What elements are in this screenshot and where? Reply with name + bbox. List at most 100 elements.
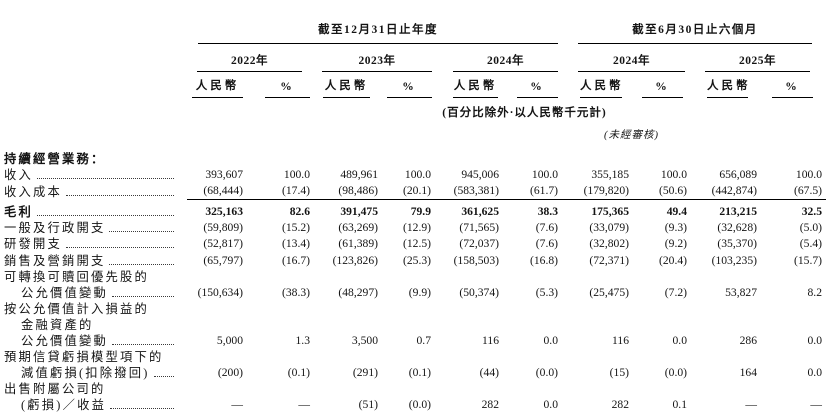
cell-value <box>435 317 503 333</box>
cell-value <box>435 349 503 365</box>
cell-value <box>187 349 249 365</box>
cell-value: (63,269) <box>338 221 378 235</box>
unaudited-note-row: (未經審核) <box>4 120 826 142</box>
cell-value <box>691 349 761 365</box>
cell-value <box>382 317 435 333</box>
cell-value: (13.4) <box>281 237 310 251</box>
cell-value: (9.2) <box>664 237 687 251</box>
cell-value <box>382 269 435 285</box>
cell-value: 325,163 <box>205 205 243 219</box>
cell-value <box>562 142 633 167</box>
table-row: 研發開支 (52,817) (13.4) (61,389) (12.5) (72,037)… <box>4 236 826 252</box>
cell-value: (12.5) <box>402 237 431 251</box>
row-label-text: 收入成本 <box>4 184 62 199</box>
cell-value <box>382 301 435 317</box>
percent-column-header: % <box>642 76 683 98</box>
cell-value: 0.0 <box>807 366 823 380</box>
cell-value <box>562 269 633 285</box>
dot-leader <box>37 176 174 180</box>
row-label-text: 持續經營業務： <box>4 152 106 166</box>
row-label-text: 銷售及營銷開支 <box>4 253 106 268</box>
cell-value: (50.6) <box>633 183 691 201</box>
cell-value: (0.1) <box>408 366 431 380</box>
corner-cell <box>4 0 187 44</box>
cell-value: (68,444) <box>187 183 249 201</box>
cell-value: 0.1 <box>672 398 688 412</box>
year-2022-header: 2022年 <box>197 44 302 72</box>
dot-leader <box>111 294 174 297</box>
cell-value: 49.4 <box>666 205 687 219</box>
cell-value: 945,006 <box>461 168 499 182</box>
cell-value: 79.9 <box>410 205 431 219</box>
row-label: 公允價值變動 <box>4 333 187 349</box>
row-label-text: 金融資產的 <box>21 317 94 332</box>
cell-value: (35,370) <box>717 237 757 251</box>
cell-value: (48,297) <box>338 285 378 299</box>
cell-value: (15.7) <box>793 253 822 267</box>
cell-value: (17.4) <box>249 183 314 201</box>
cell-value: 1.3 <box>295 334 311 348</box>
table-row: 公允價值變動 5,000 1.3 3,500 0.7 116 0.0 116 0.0 286 0.0 <box>4 333 826 349</box>
cell-value: (61.7) <box>503 183 562 201</box>
cell-value <box>187 142 249 167</box>
dot-leader <box>109 229 174 233</box>
table-row: 持續經營業務： <box>4 142 826 167</box>
cell-value: 116 <box>482 334 499 348</box>
cell-value <box>691 301 761 317</box>
row-label-text: (虧損)／收益 <box>21 398 107 413</box>
cell-value: 3,500 <box>351 334 378 348</box>
cell-value: — <box>298 398 310 412</box>
cell-value <box>691 317 761 333</box>
unaudited-note: (未經審核) <box>604 130 659 141</box>
table-row: 公允價值變動 (150,634) (38.3) (48,297) (9.9) (50,37… <box>4 285 826 301</box>
cell-value <box>633 269 691 285</box>
dot-leader <box>66 245 174 249</box>
cell-value: (32,802) <box>589 237 629 251</box>
cell-value <box>761 269 826 285</box>
dot-leader <box>110 406 174 410</box>
percent-column-header: % <box>772 76 813 98</box>
cell-value: 100.0 <box>283 168 310 182</box>
cell-value: 0.0 <box>672 334 688 348</box>
cell-value <box>187 269 249 285</box>
year-2023-header: 2023年 <box>322 44 432 72</box>
row-label: 持續經營業務： <box>4 142 187 167</box>
cell-value <box>249 269 314 285</box>
cell-value: 116 <box>612 334 629 348</box>
cell-value <box>633 301 691 317</box>
cell-value: 361,625 <box>461 205 499 219</box>
units-note-row: (百分比除外·以人民幣千元計) <box>4 98 826 120</box>
table-row: 出售附屬公司的 <box>4 381 826 397</box>
dot-leader <box>109 262 174 265</box>
year-header-row: 2022年 2023年 2024年 2024年 2025年 <box>4 44 826 72</box>
cell-value: 656,089 <box>719 168 757 182</box>
cell-value <box>314 317 382 333</box>
cell-value: 0.7 <box>416 334 432 348</box>
cell-value: (0.0) <box>408 398 431 412</box>
cell-value: (158,503) <box>453 253 499 267</box>
row-label-text: 一般及行政開支 <box>4 221 106 236</box>
row-label: 收入 <box>4 167 187 183</box>
cell-value <box>314 381 382 397</box>
row-label: 公允價值變動 <box>4 285 187 301</box>
cell-value <box>633 381 691 397</box>
row-label: 按公允價值計入損益的 <box>4 301 187 317</box>
cell-value: (0.0) <box>535 366 558 380</box>
row-label-text: 公允價值變動 <box>21 285 108 300</box>
row-label-text: 出售附屬公司的 <box>4 382 106 397</box>
cell-value <box>562 301 633 317</box>
cell-value <box>503 317 562 333</box>
cell-value: 0.0 <box>807 334 823 348</box>
cell-value: 8.2 <box>807 285 823 299</box>
cell-value: (71,565) <box>459 221 499 235</box>
dot-leader <box>111 342 174 346</box>
rmb-column-header: 人民幣 <box>707 72 748 98</box>
row-label: 預期信貸虧損模型項下的 <box>4 349 187 365</box>
cell-value <box>503 269 562 285</box>
cell-value <box>249 317 314 333</box>
cell-value: (38.3) <box>281 285 310 299</box>
cell-value <box>503 142 562 167</box>
row-label-text: 可轉換可贖回優先股的 <box>4 269 149 284</box>
cell-value <box>382 142 435 167</box>
cell-value <box>187 317 249 333</box>
